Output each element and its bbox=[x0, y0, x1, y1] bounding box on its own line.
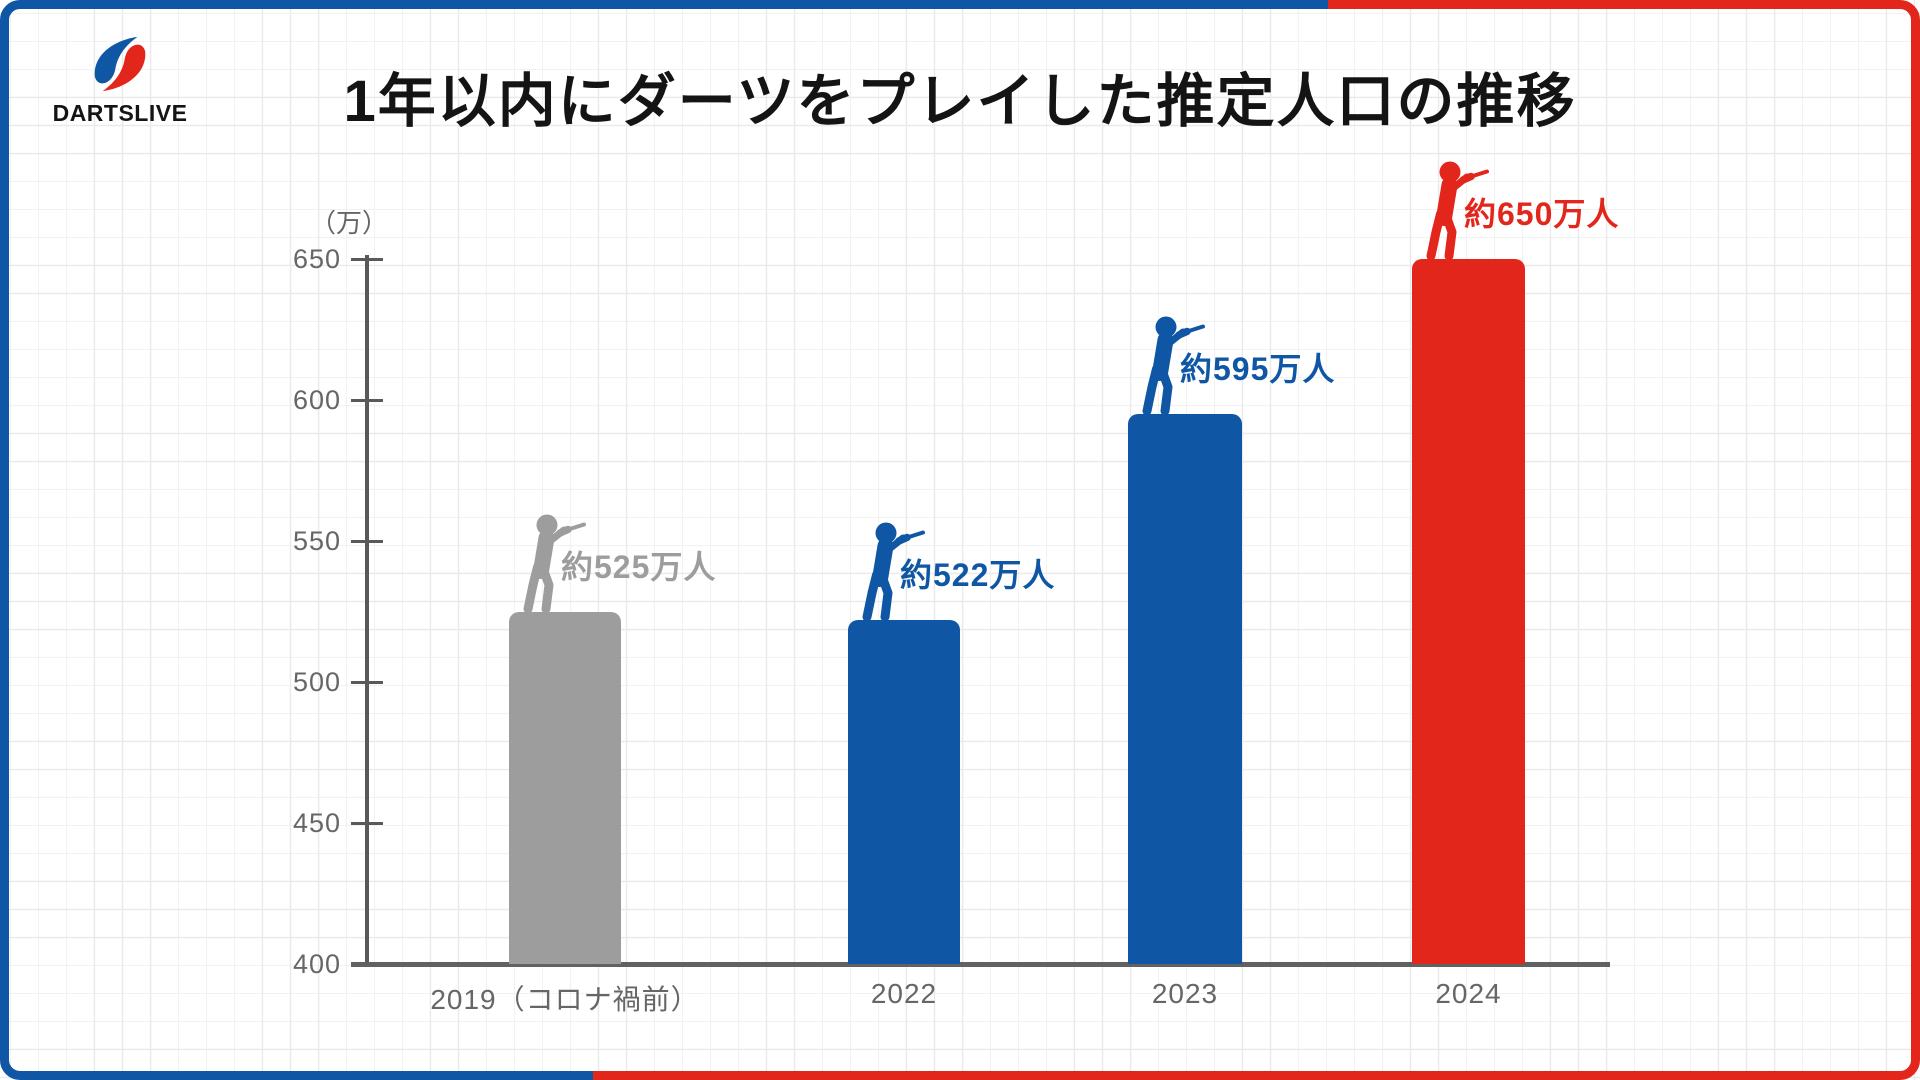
bar-rect bbox=[1412, 259, 1525, 964]
y-tick-label: 550 bbox=[292, 526, 341, 556]
x-axis-label: 2024 bbox=[1435, 978, 1502, 1009]
dartslive-swoosh-icon bbox=[94, 36, 146, 92]
bar-value-label: 約522万人 bbox=[900, 557, 1056, 593]
logo-text: DARTSLIVE bbox=[52, 100, 188, 126]
dartslive-logo: DARTSLIVE bbox=[52, 34, 188, 127]
y-tick-label: 450 bbox=[292, 808, 341, 838]
y-tick-mark bbox=[351, 258, 383, 261]
bar-value-label: 約595万人 bbox=[1180, 351, 1336, 387]
y-tick-label: 650 bbox=[292, 244, 341, 274]
y-tick-mark bbox=[351, 681, 383, 684]
y-tick-label: 500 bbox=[292, 667, 341, 697]
bar-value-label: 約650万人 bbox=[1464, 196, 1620, 232]
y-tick-label: 400 bbox=[292, 949, 341, 979]
bar-rect bbox=[509, 612, 621, 964]
bar-rect bbox=[848, 620, 960, 964]
bar-rect bbox=[1128, 414, 1242, 964]
y-tick-mark bbox=[351, 822, 383, 825]
y-axis-unit-label: （万） bbox=[309, 208, 388, 238]
y-tick-label: 600 bbox=[292, 385, 341, 415]
y-tick-mark bbox=[351, 540, 383, 543]
bar-value-label: 約525万人 bbox=[561, 549, 717, 585]
y-tick-mark bbox=[351, 399, 383, 402]
page-title: 1年以内にダーツをプレイした推定人口の推移 bbox=[343, 69, 1577, 134]
y-axis-line bbox=[365, 255, 369, 966]
